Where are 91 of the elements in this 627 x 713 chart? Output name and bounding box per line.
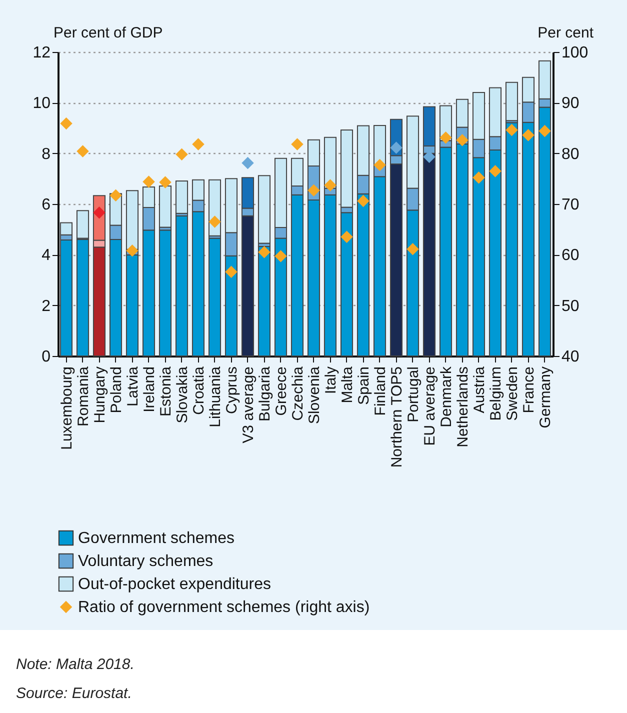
- x-tick-label: Hungary: [91, 366, 108, 424]
- y2-tick-label: 50: [562, 298, 580, 315]
- x-tick-label: V3 average: [240, 366, 257, 444]
- point: [291, 138, 304, 150]
- point: [489, 164, 502, 178]
- bar: [505, 82, 518, 122]
- x-tick-label: Czechia: [289, 366, 306, 421]
- bar: [505, 122, 518, 356]
- x-tick-label: Greece: [272, 366, 290, 416]
- y-tick-label: 4: [42, 247, 51, 264]
- point: [374, 158, 386, 172]
- x-tick-label: Belgium: [487, 366, 504, 421]
- y2-tick-label: 70: [562, 196, 580, 214]
- point: [538, 124, 551, 138]
- point: [406, 242, 419, 256]
- point: [225, 266, 238, 278]
- point: [440, 132, 452, 144]
- point: [258, 246, 270, 258]
- point: [192, 138, 204, 150]
- x-tick-label: Poland: [108, 366, 125, 414]
- point: [242, 156, 254, 170]
- bar: [258, 246, 271, 356]
- bar: [175, 180, 188, 214]
- point: [76, 145, 89, 158]
- legend-label: Voluntary schemes: [78, 553, 214, 570]
- y2-axis-title: Per cent: [538, 24, 594, 42]
- point: [522, 128, 534, 142]
- x-tick-label: Sweden: [504, 366, 521, 421]
- x-tick-label: Malta: [338, 366, 356, 404]
- bar: [158, 230, 172, 356]
- point: [110, 189, 122, 202]
- legend-label: Government schemes: [78, 530, 235, 547]
- bar: [340, 212, 354, 356]
- point: [60, 117, 72, 130]
- y2-tick-label: 60: [562, 247, 580, 264]
- x-tick-label: Portugal: [404, 366, 422, 422]
- x-tick-label: Slovenia: [306, 366, 323, 424]
- y-tick-label: 10: [32, 95, 51, 112]
- y2-tick-label: 100: [562, 44, 588, 62]
- x-tick-label: Estonia: [157, 366, 174, 417]
- y2-tick-label: 40: [562, 348, 580, 366]
- bar: [175, 215, 188, 356]
- y-axis-title: Per cent of GDP: [54, 24, 163, 42]
- x-tick-label: Austria: [470, 366, 488, 414]
- x-tick-label: Spain: [355, 366, 372, 405]
- x-tick-label: Ireland: [140, 366, 158, 412]
- point: [472, 172, 485, 184]
- x-tick-label: Italy: [322, 366, 340, 394]
- x-tick-label: Germany: [536, 366, 554, 428]
- y-tick-label: 2: [42, 298, 51, 315]
- x-tick-label: Finland: [372, 366, 389, 416]
- y-tick-label: 8: [42, 146, 51, 163]
- x-tick-label: Lithuania: [206, 366, 224, 428]
- point: [126, 244, 138, 257]
- point: [324, 179, 336, 192]
- x-tick-label: Denmark: [438, 366, 455, 428]
- x-tick-label: Luxembourg: [58, 366, 76, 450]
- y-tick-label: 6: [42, 196, 51, 214]
- point: [176, 148, 188, 160]
- y2-tick-label: 90: [562, 95, 580, 112]
- point: [357, 194, 370, 208]
- bar: [158, 186, 172, 228]
- point: [506, 124, 518, 136]
- point: [142, 176, 155, 188]
- bar: [126, 254, 139, 356]
- x-tick-label: Latvia: [124, 366, 142, 407]
- x-tick-label: Slovakia: [174, 366, 191, 424]
- source-note: Source: Eurostat.: [16, 684, 133, 704]
- x-tick-label: France: [520, 366, 538, 414]
- point: [308, 184, 320, 196]
- bar: [258, 175, 271, 244]
- x-tick-label: Cyprus: [223, 366, 240, 414]
- legend-label: Out-of-pocket expenditures: [78, 576, 271, 593]
- y-tick-label: 0: [42, 348, 51, 366]
- x-tick-label: Northern TOP5: [388, 366, 406, 468]
- point: [390, 142, 402, 154]
- y2-tick-label: 80: [562, 146, 580, 163]
- point: [208, 216, 221, 228]
- x-tick-label: Romania: [74, 366, 92, 427]
- point: [274, 250, 287, 262]
- text: Note: Malta 2018.: [16, 655, 136, 675]
- x-tick-label: Bulgaria: [256, 366, 274, 422]
- x-tick-label: Netherlands: [454, 366, 472, 448]
- legend-label: Ratio of government schemes (right axis): [78, 599, 370, 616]
- y-tick-label: 12: [32, 44, 51, 62]
- x-tick-label: Croatia: [190, 366, 208, 415]
- x-tick-label: EU average: [421, 366, 438, 446]
- bar: [60, 239, 73, 356]
- point: [340, 230, 353, 244]
- bar: [208, 238, 222, 356]
- point: [159, 176, 172, 188]
